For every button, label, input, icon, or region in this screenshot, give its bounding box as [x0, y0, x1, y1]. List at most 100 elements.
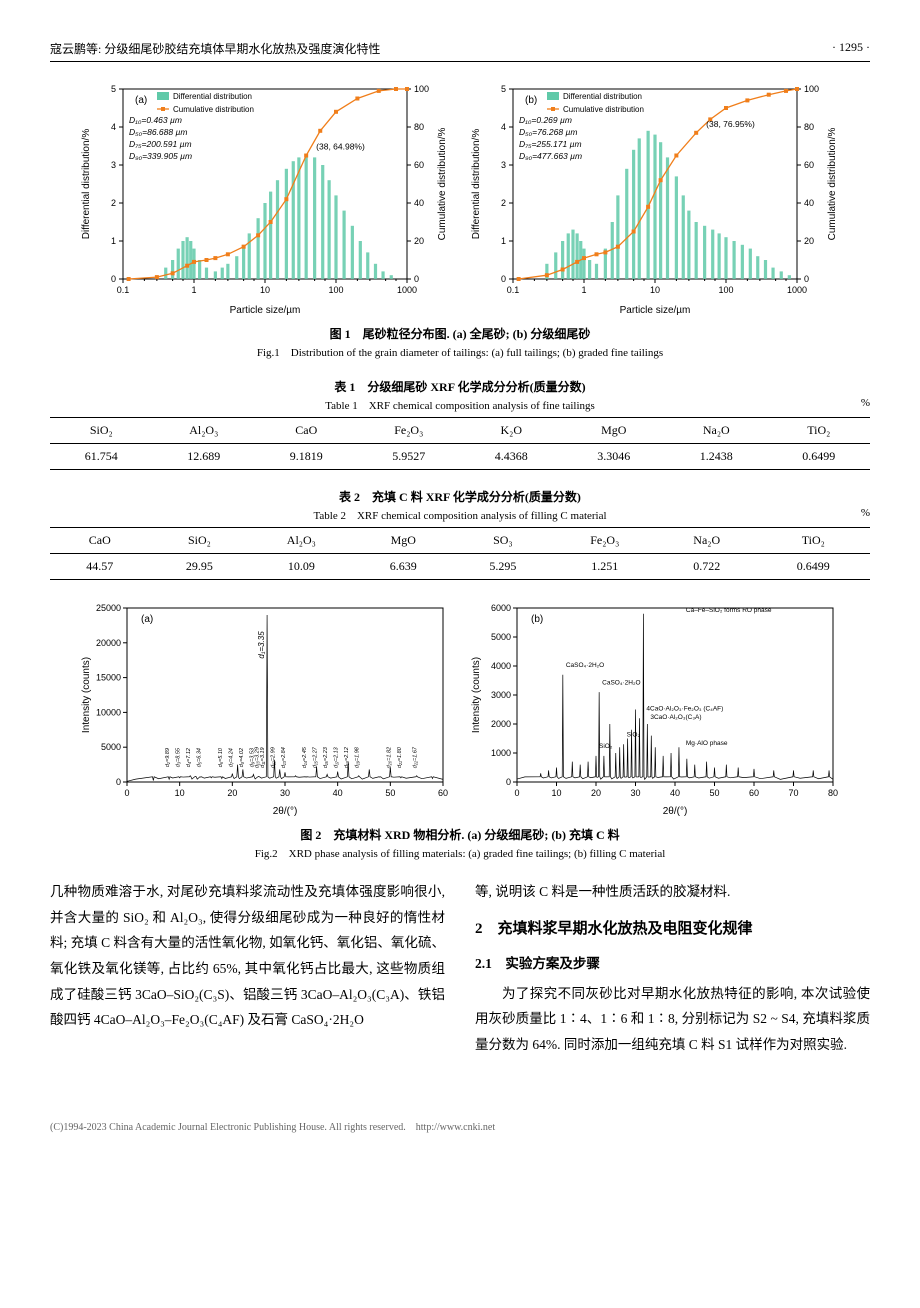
fig2a: 010203040506005000100001500020000250002θ… — [75, 598, 455, 818]
svg-text:d₂₂=1.67: d₂₂=1.67 — [413, 746, 419, 768]
fig2-caption-cn: 图 2 充填材料 XRD 物相分析. (a) 分级细尾砂; (b) 充填 C 料 — [50, 826, 870, 843]
table-header: SO₃ — [453, 528, 553, 554]
table2-unit: % — [861, 507, 870, 519]
svg-text:70: 70 — [788, 788, 798, 798]
svg-text:Cumulative distribution: Cumulative distribution — [173, 105, 254, 114]
svg-text:Differential distribution/%: Differential distribution/% — [471, 129, 482, 240]
svg-text:1: 1 — [501, 236, 506, 246]
svg-text:Intensity (counts): Intensity (counts) — [471, 657, 482, 733]
table1-title-cn: 表 1 分级细尾砂 XRF 化学成分分析(质量分数) — [50, 378, 870, 395]
svg-text:5000: 5000 — [491, 632, 511, 642]
svg-text:6000: 6000 — [491, 603, 511, 613]
svg-text:40: 40 — [333, 788, 343, 798]
svg-text:d₂₀=1.82: d₂₀=1.82 — [386, 747, 392, 768]
svg-text:50: 50 — [709, 788, 719, 798]
svg-text:Cumulative distribution: Cumulative distribution — [563, 105, 644, 114]
svg-text:(b): (b) — [531, 614, 543, 625]
svg-text:Particle size/µm: Particle size/µm — [230, 305, 301, 316]
svg-text:d₁₃=2.84: d₁₃=2.84 — [281, 747, 287, 768]
fig1-caption-cn: 图 1 尾砂粒径分布图. (a) 全尾砂; (b) 分级细尾砂 — [50, 325, 870, 342]
table-cell: 0.6499 — [757, 554, 870, 580]
svg-text:40: 40 — [670, 788, 680, 798]
body-left-p: 几种物质难溶于水, 对尾砂充填料浆流动性及充填体强度影响很小, 并含大量的 Si… — [50, 879, 445, 1033]
table-header: CaO — [255, 418, 358, 444]
table1-unit: % — [861, 397, 870, 409]
table-header: Al₂O₃ — [153, 418, 256, 444]
svg-text:d₁=3.35: d₁=3.35 — [257, 631, 266, 659]
svg-text:30: 30 — [630, 788, 640, 798]
svg-text:4CaO·Al₂O₃·Fe₂O₃ (C₄AF): 4CaO·Al₂O₃·Fe₂O₃ (C₄AF) — [646, 705, 723, 712]
table-cell: 6.639 — [353, 554, 453, 580]
svg-text:40: 40 — [804, 198, 814, 208]
svg-text:2: 2 — [111, 198, 116, 208]
table2: CaOSiO₂Al₂O₃MgOSO₃Fe₂O₃Na₂OTiO₂ 44.5729.… — [50, 527, 870, 580]
svg-text:10000: 10000 — [96, 707, 121, 717]
fig1-caption-en: Fig.1 Distribution of the grain diameter… — [50, 344, 870, 360]
table-cell: 61.754 — [50, 444, 153, 470]
body-columns: 几种物质难溶于水, 对尾砂充填料浆流动性及充填体强度影响很小, 并含大量的 Si… — [50, 879, 870, 1058]
svg-text:0.1: 0.1 — [507, 285, 520, 295]
svg-text:10: 10 — [260, 285, 270, 295]
svg-text:20: 20 — [591, 788, 601, 798]
svg-text:4: 4 — [111, 122, 116, 132]
svg-text:60: 60 — [438, 788, 448, 798]
svg-text:D₁₀=0.269 µm: D₁₀=0.269 µm — [519, 115, 572, 125]
svg-text:80: 80 — [804, 122, 814, 132]
svg-text:d₁₈=2.12: d₁₈=2.12 — [344, 747, 350, 768]
svg-text:5: 5 — [501, 84, 506, 94]
svg-text:SiO₂: SiO₂ — [627, 732, 641, 739]
table-cell: 1.251 — [553, 554, 657, 580]
table-cell: 0.722 — [657, 554, 757, 580]
table-header: MgO — [353, 528, 453, 554]
fig1a: 0.11101001000012345020406080100Particle … — [75, 77, 455, 317]
svg-text:d₁₅=2.27: d₁₅=2.27 — [313, 746, 319, 768]
svg-text:0.1: 0.1 — [117, 285, 130, 295]
svg-text:5000: 5000 — [101, 742, 121, 752]
svg-text:100: 100 — [718, 285, 733, 295]
svg-text:d₁₄=2.45: d₁₄=2.45 — [302, 746, 308, 768]
table-header: K₂O — [460, 418, 563, 444]
svg-text:(b): (b) — [525, 95, 537, 106]
svg-text:d₁₆=2.23: d₁₆=2.23 — [323, 746, 329, 768]
svg-text:4: 4 — [501, 122, 506, 132]
svg-text:60: 60 — [414, 160, 424, 170]
svg-text:d₂₁=1.80: d₂₁=1.80 — [397, 746, 403, 768]
svg-text:10: 10 — [650, 285, 660, 295]
svg-text:0: 0 — [804, 274, 809, 284]
body-right-p2: 为了探究不同灰砂比对早期水化放热特征的影响, 本次试验使用灰砂质量比 1∶4、1… — [475, 981, 870, 1058]
svg-text:0: 0 — [116, 777, 121, 787]
svg-text:0: 0 — [111, 274, 116, 284]
svg-text:60: 60 — [804, 160, 814, 170]
svg-text:3CaO·Al₂O₃(C₃A): 3CaO·Al₂O₃(C₃A) — [650, 714, 701, 721]
table-cell: 5.9527 — [358, 444, 461, 470]
svg-text:1000: 1000 — [397, 285, 417, 295]
svg-text:d₄=7.12: d₄=7.12 — [186, 748, 192, 767]
svg-text:2θ/(°): 2θ/(°) — [663, 806, 688, 817]
svg-text:(a): (a) — [141, 614, 153, 625]
svg-text:D₉₀=477.663 µm: D₉₀=477.663 µm — [519, 151, 582, 161]
svg-text:(38, 76.95%): (38, 76.95%) — [706, 119, 755, 129]
table-header: Na₂O — [665, 418, 768, 444]
table-header: MgO — [563, 418, 666, 444]
svg-text:SiO₂: SiO₂ — [599, 743, 613, 750]
page-footer: (C)1994-2023 China Academic Journal Elec… — [50, 1118, 870, 1133]
svg-text:Differential distribution: Differential distribution — [563, 92, 642, 101]
svg-text:100: 100 — [414, 84, 429, 94]
page-header: 寇云鹏等: 分级细尾砂胶结充填体早期水化放热及强度演化特性 · 1295 · — [50, 40, 870, 62]
svg-text:D₅₀=76.268 µm: D₅₀=76.268 µm — [519, 127, 577, 137]
svg-text:Differential distribution/%: Differential distribution/% — [81, 129, 92, 240]
table-cell: 10.09 — [249, 554, 353, 580]
svg-text:100: 100 — [328, 285, 343, 295]
svg-text:d₂=9.89: d₂=9.89 — [165, 748, 171, 767]
table-header: TiO₂ — [757, 528, 870, 554]
svg-text:80: 80 — [828, 788, 838, 798]
svg-text:5: 5 — [111, 84, 116, 94]
svg-text:2000: 2000 — [491, 719, 511, 729]
svg-text:80: 80 — [414, 122, 424, 132]
table2-title-cn: 表 2 充填 C 料 XRF 化学成分分析(质量分数) — [50, 488, 870, 505]
svg-text:d₁₂=2.99: d₁₂=2.99 — [270, 747, 276, 768]
table-header: SiO₂ — [150, 528, 250, 554]
svg-text:0: 0 — [501, 274, 506, 284]
table-cell: 5.295 — [453, 554, 553, 580]
svg-text:d₁₁=3.19: d₁₁=3.19 — [260, 747, 266, 767]
